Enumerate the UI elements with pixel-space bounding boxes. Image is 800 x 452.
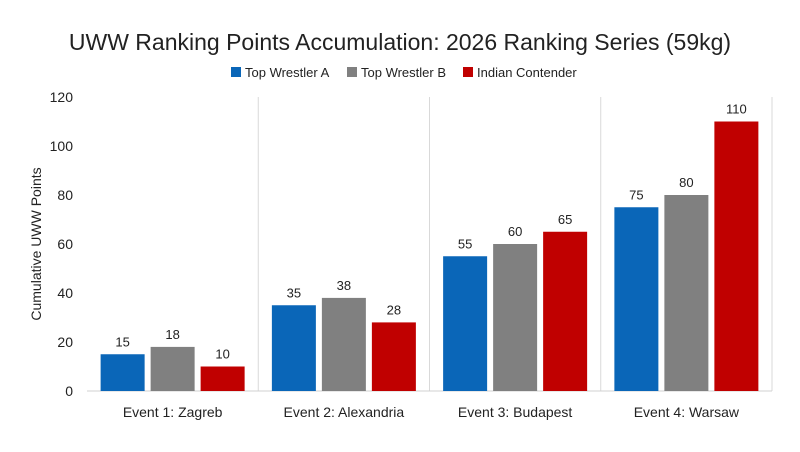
data-label: 65 — [558, 212, 572, 227]
x-tick-label: Event 4: Warsaw — [634, 404, 740, 420]
bar — [271, 305, 316, 391]
bar — [150, 346, 195, 391]
y-tick-label: 80 — [57, 187, 73, 203]
bar — [664, 195, 709, 391]
bar — [100, 354, 145, 391]
data-label: 55 — [458, 236, 472, 251]
y-tick-label: 0 — [65, 383, 73, 399]
data-label: 75 — [629, 187, 643, 202]
data-label: 18 — [165, 327, 179, 342]
y-tick-label: 60 — [57, 236, 73, 252]
y-tick-label: 20 — [57, 334, 73, 350]
bar — [200, 366, 245, 391]
bar — [543, 231, 588, 391]
bar — [493, 244, 538, 391]
y-tick-label: 100 — [50, 138, 74, 154]
data-label: 110 — [726, 102, 747, 117]
legend-label: Top Wrestler B — [361, 65, 446, 80]
legend-label: Indian Contender — [477, 65, 577, 80]
x-axis-ticks: Event 1: Zagreb Event 2: Alexandria Event … — [123, 404, 740, 420]
data-label: 28 — [387, 302, 401, 317]
legend: Top Wrestler A Top Wrestler B Indian Conte… — [231, 65, 577, 80]
bars: 15 18 10 35 38 28 55 60 65 75 80 110 — [100, 102, 759, 391]
legend-label: Top Wrestler A — [245, 65, 330, 80]
data-label: 35 — [287, 285, 301, 300]
y-axis-label: Cumulative UWW Points — [28, 167, 44, 320]
bar — [714, 121, 759, 391]
chart-title: UWW Ranking Points Accumulation: 2026 Ra… — [69, 29, 731, 55]
legend-swatch — [231, 67, 241, 77]
data-label: 10 — [215, 347, 229, 362]
bar — [614, 207, 659, 391]
data-label: 80 — [679, 175, 693, 190]
x-tick-label: Event 2: Alexandria — [284, 404, 405, 420]
bar — [443, 256, 488, 391]
x-tick-label: Event 3: Budapest — [458, 404, 573, 420]
data-label: 60 — [508, 224, 522, 239]
legend-swatch — [347, 67, 357, 77]
y-tick-label: 120 — [50, 89, 74, 105]
y-axis-ticks: 0 20 40 60 80 100 120 — [50, 89, 74, 399]
bar — [371, 322, 416, 391]
data-label: 38 — [337, 278, 351, 293]
y-tick-label: 40 — [57, 285, 73, 301]
data-label: 15 — [115, 334, 129, 349]
x-tick-label: Event 1: Zagreb — [123, 404, 223, 420]
bar — [321, 297, 366, 391]
legend-swatch — [463, 67, 473, 77]
